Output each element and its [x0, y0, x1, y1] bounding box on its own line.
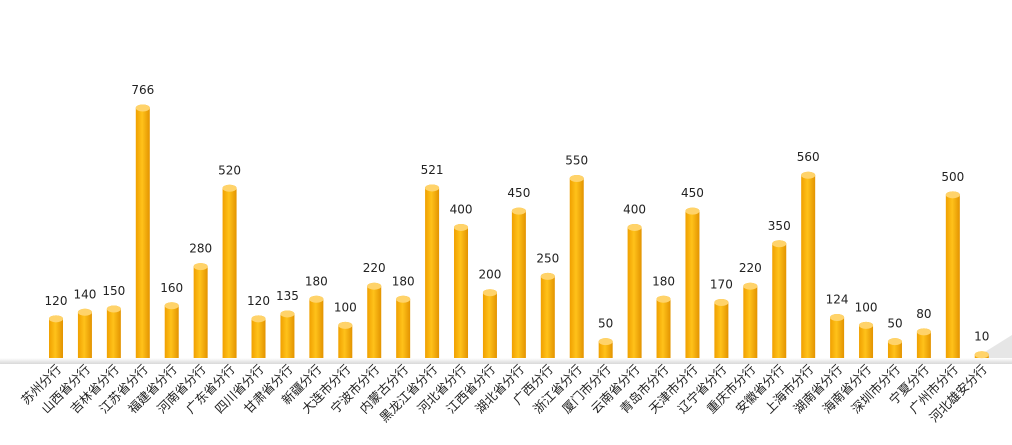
bar-cap — [945, 191, 960, 199]
bar-cap — [106, 305, 121, 313]
bar-cap — [859, 321, 874, 329]
bar — [193, 263, 208, 358]
bar — [49, 315, 63, 358]
value-label: 120 — [45, 294, 68, 308]
bar — [916, 328, 931, 358]
floor-edge — [0, 358, 1012, 364]
bar-cap — [396, 295, 411, 303]
bar-cap — [743, 282, 758, 290]
value-label: 80 — [916, 307, 931, 321]
bar-cap — [772, 240, 787, 248]
bar-cap — [49, 315, 63, 323]
bar-cap — [830, 314, 845, 322]
value-label: 550 — [565, 153, 588, 167]
value-label: 220 — [739, 261, 762, 275]
value-label: 250 — [536, 251, 559, 265]
value-label: 50 — [887, 317, 902, 331]
value-label: 160 — [160, 281, 183, 295]
value-label: 766 — [131, 83, 154, 97]
value-label: 450 — [681, 186, 704, 200]
bar-cap — [714, 299, 729, 307]
value-label: 560 — [797, 150, 820, 164]
value-label: 200 — [478, 268, 501, 282]
value-label: 180 — [652, 274, 675, 288]
bar — [714, 299, 729, 358]
value-label: 220 — [363, 261, 386, 275]
value-label: 50 — [598, 317, 613, 331]
bar — [482, 289, 497, 358]
bar — [685, 207, 700, 358]
value-label: 120 — [247, 294, 270, 308]
value-label: 500 — [941, 170, 964, 184]
bar-cap — [916, 328, 931, 336]
bar-cap — [540, 272, 555, 280]
bar — [338, 321, 353, 358]
bar-cap — [164, 302, 179, 310]
bar — [396, 295, 411, 358]
bar — [801, 171, 816, 358]
bar — [540, 272, 555, 358]
bar — [859, 321, 874, 358]
bar-cap — [801, 171, 816, 179]
bar-cap — [454, 223, 469, 231]
bar — [743, 282, 758, 358]
bar-cap — [627, 223, 642, 231]
value-label: 135 — [276, 289, 299, 303]
bar — [251, 315, 266, 358]
bar — [309, 295, 324, 358]
bar — [772, 240, 787, 358]
bar-cap — [338, 321, 353, 329]
bar-cap — [482, 289, 497, 297]
bar — [367, 282, 382, 358]
bar — [106, 305, 121, 358]
value-label: 150 — [102, 284, 125, 298]
bar — [627, 223, 642, 358]
bar-cap — [569, 174, 584, 182]
bar — [425, 184, 440, 358]
bar — [511, 207, 526, 358]
bar — [656, 295, 671, 358]
bar-cap — [193, 263, 208, 271]
bar-cap — [685, 207, 700, 215]
bar-cap — [77, 308, 92, 316]
bar — [454, 223, 469, 358]
value-label: 140 — [73, 287, 96, 301]
bar-cap — [135, 104, 150, 112]
value-label: 521 — [421, 163, 444, 177]
value-label: 180 — [392, 274, 415, 288]
bar — [222, 184, 237, 358]
bar — [830, 314, 845, 358]
bar-cap — [974, 351, 989, 359]
bar-cap — [309, 295, 324, 303]
bar — [135, 104, 150, 358]
value-label: 400 — [623, 202, 646, 216]
bar-cap — [280, 310, 295, 318]
value-label: 170 — [710, 278, 733, 292]
value-label: 280 — [189, 242, 212, 256]
value-label: 180 — [305, 274, 328, 288]
bar-cap — [887, 338, 902, 346]
bar-cap — [511, 207, 526, 215]
value-label: 520 — [218, 163, 241, 177]
bar-cap — [251, 315, 266, 323]
bar-cap — [598, 338, 613, 346]
bar — [569, 174, 584, 358]
value-label: 100 — [334, 300, 357, 314]
value-label: 10 — [974, 330, 989, 344]
value-label: 400 — [450, 202, 473, 216]
bar-cap — [425, 184, 440, 192]
value-label: 350 — [768, 219, 791, 233]
value-label: 450 — [507, 186, 530, 200]
value-label: 124 — [826, 293, 849, 307]
bar-cap — [222, 184, 237, 192]
bar-cap — [656, 295, 671, 303]
bar — [280, 310, 295, 358]
value-label: 100 — [855, 300, 878, 314]
bar — [164, 302, 179, 358]
bar-cap — [367, 282, 382, 290]
bar — [77, 308, 92, 358]
bar — [945, 191, 960, 358]
